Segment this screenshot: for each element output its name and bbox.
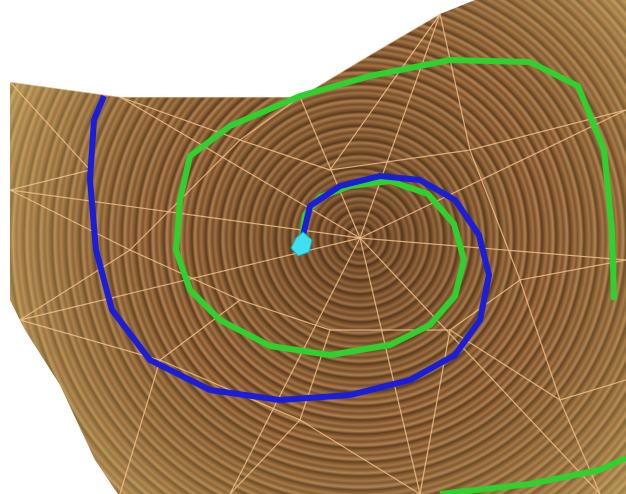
cyan-marker — [290, 231, 313, 257]
blue-spiral — [87, 94, 492, 403]
green-spiral-fragment — [439, 455, 626, 494]
green-spiral — [173, 57, 617, 358]
